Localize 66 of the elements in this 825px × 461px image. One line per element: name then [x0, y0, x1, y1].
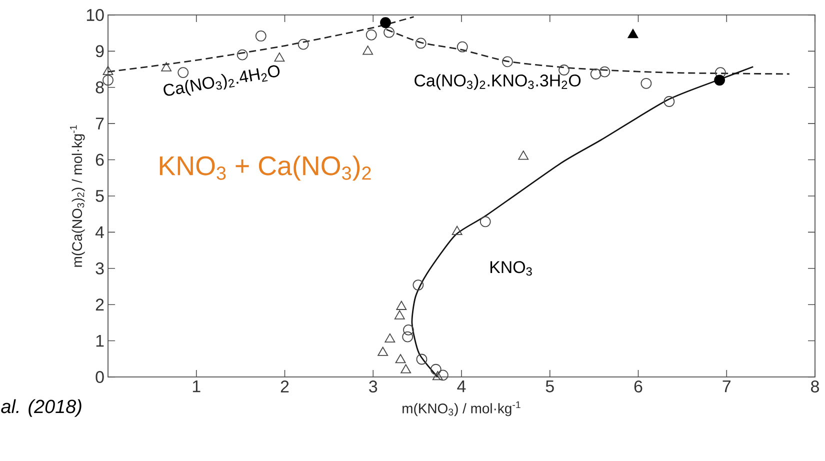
line-series	[411, 66, 754, 378]
y-tick-label: 10	[86, 8, 104, 21]
x-tick-label: 2	[280, 380, 289, 392]
point	[599, 66, 610, 78]
point	[430, 364, 442, 375]
y-axis-title: m(Ca(NO$_{3}$)$_{2}$) / mol·kg$^{-1}$	[70, 125, 85, 267]
y-tick-label: 4	[95, 226, 104, 238]
annotation: KNO$_{3}$ + Ca(NO$_{3}$)$_{2}$	[160, 156, 371, 181]
point	[403, 324, 414, 336]
point	[395, 354, 406, 364]
point	[628, 28, 638, 38]
x-tick-label: 7	[722, 380, 730, 392]
point	[640, 78, 652, 89]
point	[380, 17, 391, 28]
point	[437, 370, 448, 381]
line-series	[386, 28, 790, 75]
point	[102, 66, 114, 76]
point	[298, 38, 309, 50]
y-tick-label: 7	[96, 118, 104, 130]
point	[378, 346, 388, 356]
point	[518, 150, 529, 160]
point	[590, 68, 602, 80]
y-tick-label: 2	[96, 298, 104, 310]
y-tick-label: 8	[96, 81, 104, 94]
point	[558, 64, 570, 76]
x-tick-label: 4	[457, 380, 466, 392]
point	[432, 371, 443, 380]
point	[236, 49, 248, 60]
point	[452, 226, 462, 236]
point	[396, 300, 407, 310]
point	[274, 52, 285, 62]
point	[456, 41, 468, 52]
point	[102, 74, 114, 86]
annotation: KNO$_{3}$	[490, 261, 532, 276]
point	[664, 96, 675, 107]
point	[400, 364, 412, 374]
point	[714, 74, 726, 86]
point	[480, 216, 491, 228]
point	[384, 333, 396, 343]
text: Ca(NO$_{3}$)$_{2}$.KNO$_{3}$.3H$_{2}$O	[414, 74, 581, 90]
x-tick-label: 1	[192, 380, 200, 392]
x-axis-title: m(KNO$_{3}$) / mol·kg$^{-1}$	[402, 401, 520, 416]
point	[412, 280, 424, 290]
point	[366, 29, 377, 40]
point	[714, 67, 726, 78]
point	[161, 62, 172, 72]
point	[255, 30, 266, 42]
point	[502, 56, 513, 68]
point	[415, 38, 426, 49]
y-tick-label: 6	[96, 154, 104, 166]
x-tick-label: 5	[546, 380, 554, 392]
x-tick-label: 3	[369, 380, 378, 392]
y-tick-label: 5	[96, 190, 104, 202]
point	[384, 26, 394, 38]
point	[416, 354, 428, 365]
text: al. (2018)	[1, 399, 82, 417]
x-tick-label: 6	[634, 380, 642, 392]
annotation: Ca(NO$_{3}$)$_{2}$.4H$_{2}$O	[164, 65, 280, 96]
y-tick-label: 3	[96, 262, 104, 274]
point	[362, 46, 374, 55]
point	[394, 310, 405, 320]
y-tick-label: 0	[96, 370, 104, 383]
x-tick-label: 8	[811, 380, 819, 392]
y-tick-label: 9	[96, 45, 104, 58]
y-tick-label: 1	[96, 334, 104, 347]
point	[402, 331, 414, 342]
